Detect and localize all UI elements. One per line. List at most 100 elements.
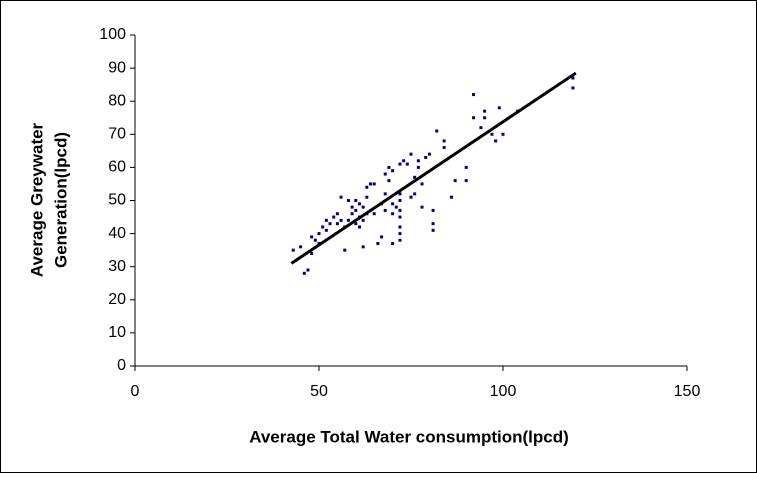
point <box>365 195 369 199</box>
point <box>442 146 446 150</box>
point <box>391 169 395 173</box>
trend-line <box>290 71 577 265</box>
point <box>310 251 314 255</box>
point <box>383 192 387 196</box>
y-tick-label: 50 <box>108 192 126 209</box>
point <box>343 248 347 252</box>
point <box>442 139 446 143</box>
point <box>332 215 336 219</box>
point <box>313 238 317 242</box>
point <box>413 192 417 196</box>
y-axis-title: Average Greywater <box>27 122 46 277</box>
point <box>472 116 476 120</box>
x-tick-label: 50 <box>310 383 328 400</box>
point <box>302 271 306 275</box>
point <box>335 222 339 226</box>
point <box>339 218 343 222</box>
point <box>383 208 387 212</box>
point <box>354 222 358 226</box>
point <box>391 242 395 246</box>
point <box>361 218 365 222</box>
y-tick-label: 10 <box>108 324 126 341</box>
point <box>494 139 498 143</box>
point <box>398 208 402 212</box>
point <box>380 235 384 239</box>
y-tick-label: 90 <box>108 59 126 76</box>
point <box>335 212 339 216</box>
point <box>291 248 295 252</box>
point <box>321 225 325 229</box>
point <box>431 228 435 232</box>
y-tick-label: 70 <box>108 126 126 143</box>
point <box>479 126 483 130</box>
point <box>317 232 321 236</box>
x-axis-title: Average Total Water consumption(lpcd) <box>249 427 569 446</box>
point <box>416 165 420 169</box>
y-axis-title: Generation(lpcd) <box>51 132 70 268</box>
point <box>361 205 365 209</box>
point <box>394 205 398 209</box>
y-tick-label: 60 <box>108 159 126 176</box>
point <box>398 162 402 166</box>
point <box>490 132 494 136</box>
point <box>449 195 453 199</box>
point <box>357 225 361 229</box>
point <box>416 159 420 163</box>
y-tick-label: 20 <box>108 291 126 308</box>
point <box>431 222 435 226</box>
point <box>453 179 457 183</box>
point <box>405 162 409 166</box>
point <box>501 132 505 136</box>
point <box>339 195 343 199</box>
point <box>354 208 358 212</box>
point <box>328 222 332 226</box>
point <box>346 218 350 222</box>
point <box>464 179 468 183</box>
point <box>398 225 402 229</box>
point <box>346 199 350 202</box>
point <box>391 212 395 216</box>
point <box>398 215 402 219</box>
point <box>571 86 575 90</box>
point <box>350 205 354 209</box>
point <box>357 202 361 206</box>
y-tick-label: 100 <box>99 26 126 43</box>
point <box>398 192 402 196</box>
point <box>310 235 314 239</box>
point <box>398 199 402 202</box>
point <box>387 165 391 169</box>
point <box>398 232 402 236</box>
point <box>361 245 365 249</box>
point <box>306 268 310 272</box>
y-tick-label: 40 <box>108 225 126 242</box>
point <box>387 179 391 183</box>
point <box>413 175 417 179</box>
point <box>420 205 424 209</box>
point <box>427 152 431 156</box>
point <box>369 182 373 186</box>
point <box>571 76 575 80</box>
point <box>472 93 476 97</box>
point <box>402 159 406 163</box>
point <box>497 106 501 110</box>
point <box>409 152 413 156</box>
point <box>376 242 380 246</box>
y-tick-label: 80 <box>108 92 126 109</box>
point <box>420 182 424 186</box>
point <box>398 238 402 242</box>
point <box>409 195 413 199</box>
point <box>431 208 435 212</box>
point <box>372 212 376 216</box>
x-tick-label: 100 <box>490 383 517 400</box>
point <box>464 165 468 169</box>
point <box>483 116 487 120</box>
point <box>391 202 395 206</box>
point <box>324 228 328 232</box>
point <box>424 155 428 159</box>
point <box>299 245 303 249</box>
y-tick-label: 0 <box>117 357 126 374</box>
x-tick-label: 150 <box>674 383 701 400</box>
point <box>372 182 376 186</box>
